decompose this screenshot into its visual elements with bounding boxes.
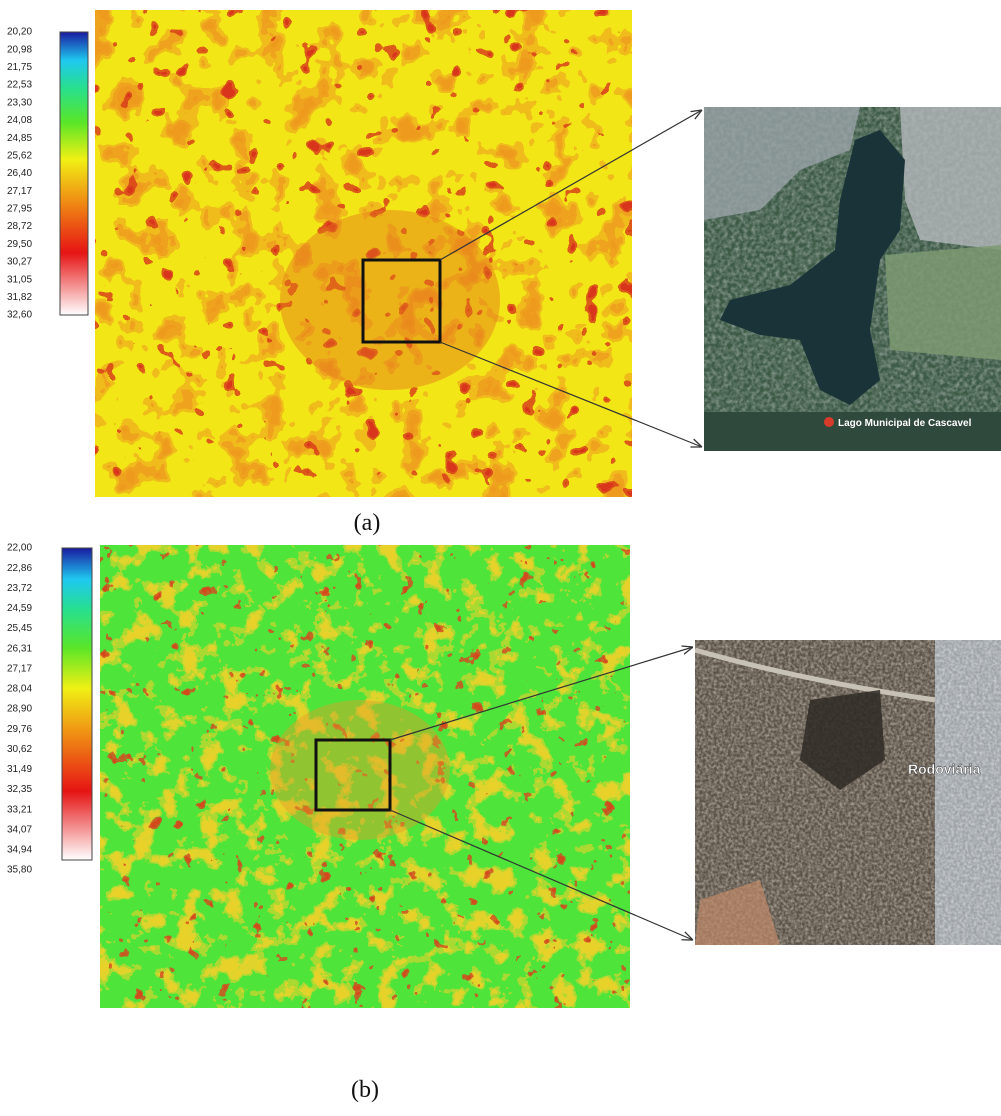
inset-label: Rodoviária xyxy=(908,761,981,777)
panel-b: 22,00 22,86 23,72 24,59 25,45 26,31 27,17 28,04… xyxy=(7,543,1001,1103)
legend-label: 30,62 xyxy=(7,744,32,755)
legend-label: 28,72 xyxy=(7,221,32,232)
thermal-map xyxy=(100,545,630,1008)
figure: 20,20 20,98 21,75 22,53 23,30 24,08 24,85 25,62… xyxy=(0,0,1001,1111)
legend-label: 20,98 xyxy=(7,44,32,55)
legend-label: 32,35 xyxy=(7,784,32,795)
legend-label: 31,82 xyxy=(7,292,32,303)
legend-label: 26,31 xyxy=(7,643,32,654)
legend-label: 28,90 xyxy=(7,704,32,715)
satellite-image: Rodoviária xyxy=(695,640,1001,945)
panel-a: 20,20 20,98 21,75 22,53 23,30 24,08 24,85 25,62… xyxy=(7,10,1001,536)
legend-label: 20,20 xyxy=(7,27,32,38)
satellite-image: Lago Municipal de Cascavel xyxy=(704,107,1001,451)
thermal-map xyxy=(95,10,632,497)
legend: 20,20 20,98 21,75 22,53 23,30 24,08 24,85 25,62… xyxy=(7,27,32,321)
legend-label: 25,62 xyxy=(7,150,32,161)
legend-label: 33,21 xyxy=(7,804,32,815)
color-bar xyxy=(62,548,92,860)
legend-label: 21,75 xyxy=(7,62,32,73)
legend-label: 24,08 xyxy=(7,115,32,126)
legend-label: 22,00 xyxy=(7,543,32,554)
legend-label: 28,04 xyxy=(7,684,32,695)
legend-label: 26,40 xyxy=(7,168,32,179)
legend-label: 32,60 xyxy=(7,310,32,321)
legend-label: 35,80 xyxy=(7,865,32,876)
legend-label: 24,59 xyxy=(7,603,32,614)
legend-label: 27,95 xyxy=(7,204,32,215)
legend-label: 23,30 xyxy=(7,97,32,108)
legend-label: 22,53 xyxy=(7,80,32,91)
caption: (b) xyxy=(351,1077,379,1103)
color-bar xyxy=(60,32,88,315)
legend-label: 31,49 xyxy=(7,764,32,775)
legend-label: 24,85 xyxy=(7,133,32,144)
legend: 22,00 22,86 23,72 24,59 25,45 26,31 27,17 28,04… xyxy=(7,543,32,876)
legend-label: 27,17 xyxy=(7,663,32,674)
legend-label: 22,86 xyxy=(7,563,32,574)
legend-label: 30,27 xyxy=(7,257,32,268)
legend-label: 23,72 xyxy=(7,583,32,594)
legend-label: 27,17 xyxy=(7,186,32,197)
legend-label: 25,45 xyxy=(7,623,32,634)
pin xyxy=(824,417,834,427)
caption: (a) xyxy=(354,510,381,536)
legend-label: 31,05 xyxy=(7,274,32,285)
legend-label: 34,07 xyxy=(7,824,32,835)
legend-label: 29,50 xyxy=(7,239,32,250)
legend-label: 34,94 xyxy=(7,845,32,856)
inset-label: Lago Municipal de Cascavel xyxy=(838,418,972,429)
legend-label: 29,76 xyxy=(7,724,32,735)
